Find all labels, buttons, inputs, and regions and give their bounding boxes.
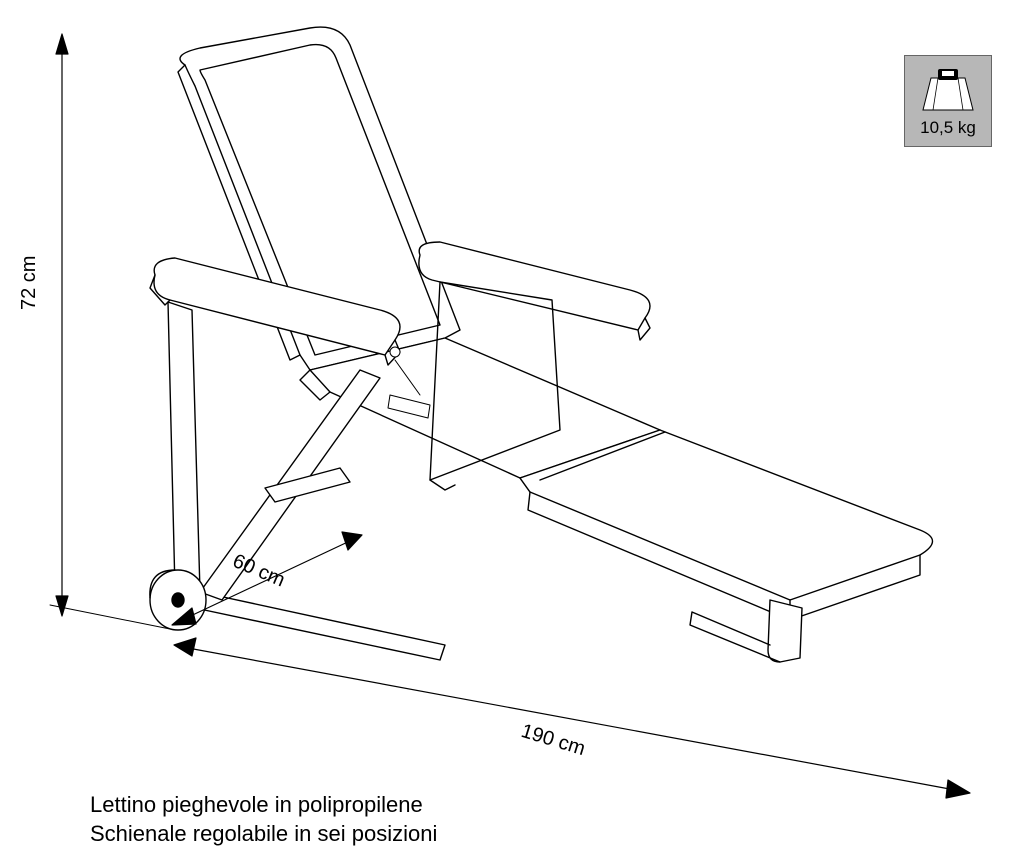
technical-drawing-canvas [0, 0, 1020, 867]
leg-front-right [690, 600, 802, 662]
weight-scale-icon [918, 64, 978, 114]
description-line-1: Lettino pieghevole in polipropilene [90, 790, 437, 820]
footrest [520, 430, 933, 620]
weight-value-label: 10,5 kg [920, 118, 976, 138]
product-description: Lettino pieghevole in polipropilene Schi… [90, 790, 437, 849]
dimension-height-label: 72 cm [18, 256, 41, 310]
description-line-2: Schienale regolabile in sei posizioni [90, 819, 437, 849]
weight-badge: 10,5 kg [904, 55, 992, 147]
